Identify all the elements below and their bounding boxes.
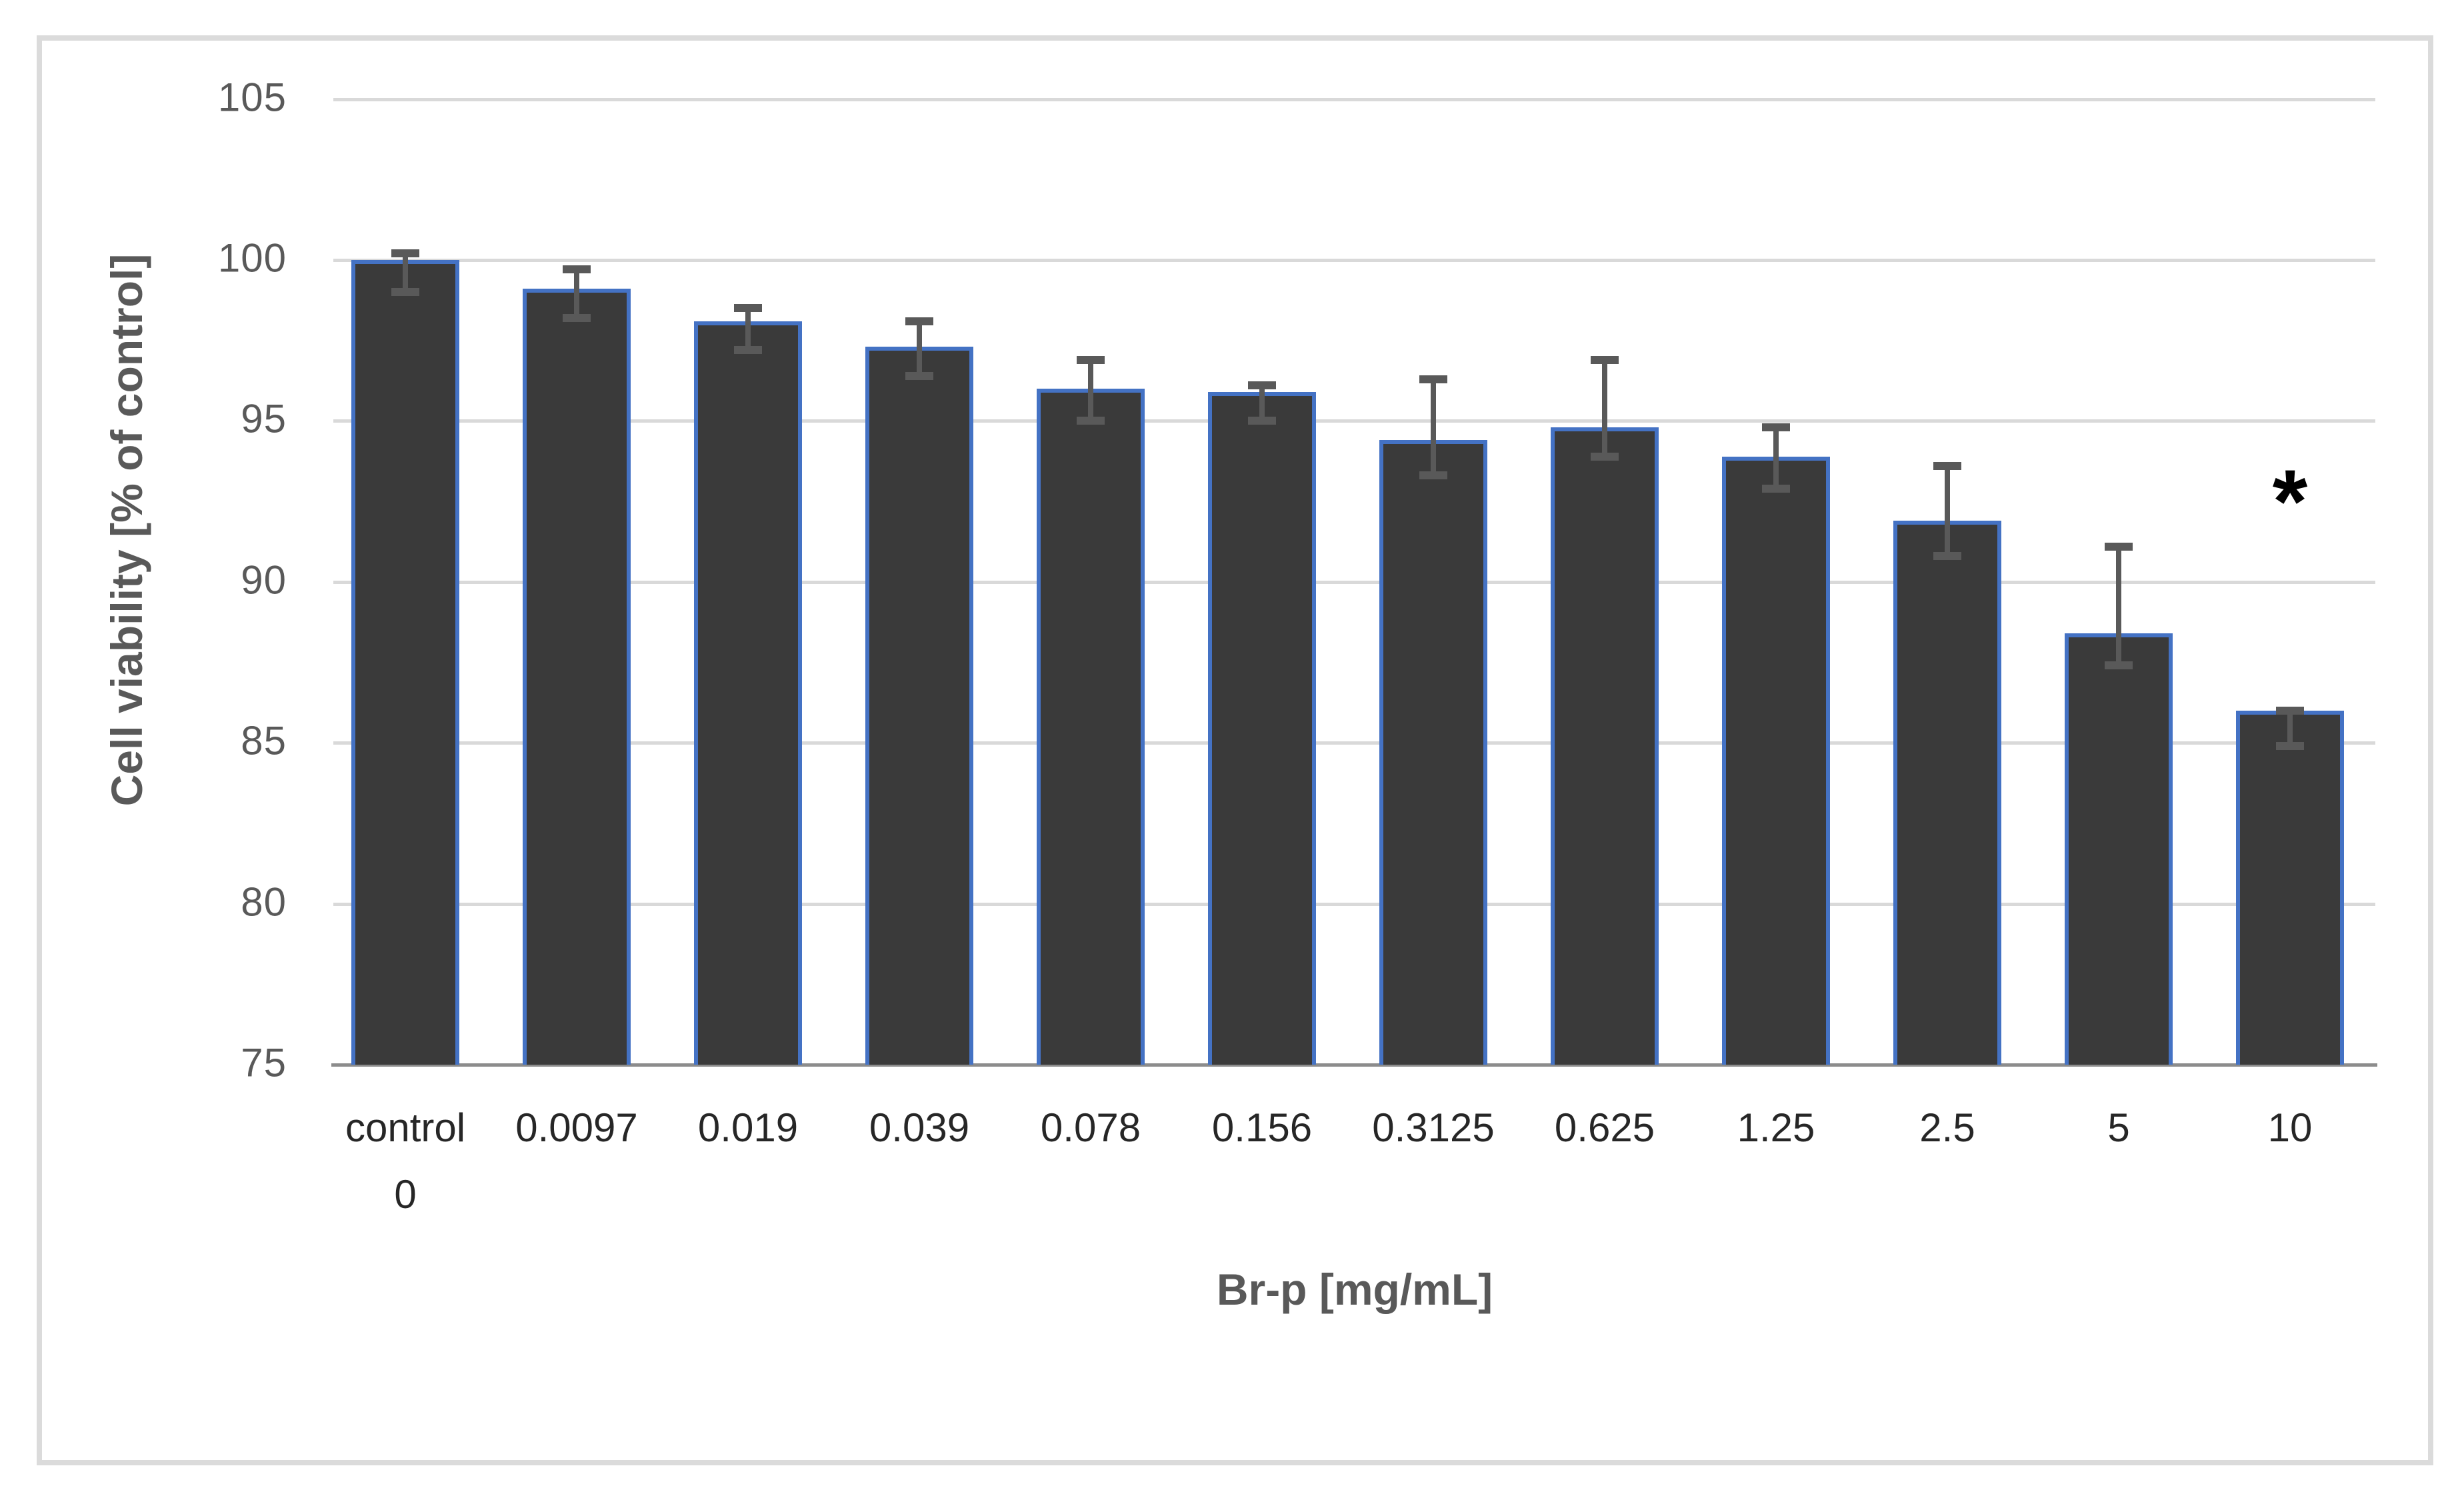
- error-bar-bottom-cap: [563, 314, 591, 322]
- x-tick-sublabel: 0: [394, 1171, 417, 1217]
- bar-0.625: [1551, 427, 1659, 1065]
- bar-0.019: [694, 321, 802, 1065]
- x-axis-line: [331, 1063, 2377, 1067]
- error-bar-bottom-cap: [734, 346, 762, 354]
- gridline-100: [333, 259, 2375, 262]
- error-bar-line: [1945, 466, 1950, 556]
- bar-0.3125: [1379, 440, 1487, 1065]
- error-bar-line: [574, 269, 579, 317]
- error-bar-bottom-cap: [1419, 471, 1447, 479]
- y-tick-label-80: 80: [241, 879, 287, 925]
- error-bar-line: [1602, 360, 1607, 457]
- error-bar-bottom-cap: [1762, 485, 1790, 493]
- bar-0.078: [1037, 389, 1145, 1065]
- error-bar-top-cap: [2276, 707, 2304, 715]
- bar-5: [2065, 633, 2173, 1065]
- error-bar-bottom-cap: [1248, 417, 1276, 425]
- error-bar-line: [1773, 427, 1779, 489]
- error-bar-line: [1431, 379, 1436, 476]
- error-bar-top-cap: [1762, 423, 1790, 431]
- bar-0.0097: [523, 289, 631, 1065]
- x-tick-label-0.625: 0.625: [1554, 1105, 1655, 1150]
- error-bar-bottom-cap: [905, 372, 933, 380]
- x-tick-label-10: 10: [2267, 1105, 2313, 1150]
- bar-1.25: [1722, 457, 1830, 1065]
- y-tick-label-90: 90: [241, 557, 287, 603]
- gridline-105: [333, 98, 2375, 101]
- error-bar-top-cap: [1933, 462, 1961, 470]
- error-bar-top-cap: [1591, 356, 1619, 364]
- bar-0.156: [1208, 392, 1316, 1065]
- error-bar-top-cap: [1248, 381, 1276, 389]
- error-bar-bottom-cap: [1591, 453, 1619, 461]
- error-bar-bottom-cap: [391, 288, 419, 296]
- error-bar-bottom-cap: [2276, 742, 2304, 750]
- x-tick-label-0.039: 0.039: [869, 1105, 970, 1150]
- error-bar-line: [917, 321, 922, 376]
- x-tick-label-2.5: 2.5: [1919, 1105, 1975, 1150]
- error-bar-bottom-cap: [2105, 661, 2133, 669]
- bar-10: [2236, 711, 2344, 1065]
- error-bar-top-cap: [391, 249, 419, 257]
- error-bar-line: [1259, 385, 1265, 421]
- x-axis-title: Br-p [mg/mL]: [1216, 1265, 1493, 1314]
- error-bar-top-cap: [734, 304, 762, 312]
- error-bar-line: [745, 308, 751, 350]
- bar-control: [351, 260, 459, 1065]
- x-tick-label-0.019: 0.019: [697, 1105, 799, 1150]
- y-tick-label-100: 100: [217, 235, 287, 281]
- gridline-90: [333, 581, 2375, 584]
- bar-2.5: [1893, 521, 2001, 1065]
- error-bar-top-cap: [1077, 356, 1105, 364]
- error-bar-line: [2287, 711, 2293, 746]
- error-bar-line: [1088, 360, 1093, 421]
- gridline-85: [333, 741, 2375, 745]
- bar-0.039: [865, 347, 973, 1065]
- gridline-80: [333, 903, 2375, 906]
- x-tick-label-0.3125: 0.3125: [1372, 1105, 1495, 1150]
- error-bar-bottom-cap: [1077, 417, 1105, 425]
- significance-asterisk: *: [2272, 451, 2308, 552]
- error-bar-top-cap: [1419, 375, 1447, 383]
- x-tick-label-5: 5: [2107, 1105, 2130, 1150]
- y-axis-title: Cell viability [% of control]: [102, 253, 151, 807]
- y-tick-label-95: 95: [241, 396, 287, 441]
- x-tick-label-1.25: 1.25: [1737, 1105, 1815, 1150]
- error-bar-top-cap: [2105, 543, 2133, 551]
- error-bar-top-cap: [563, 265, 591, 273]
- error-bar-bottom-cap: [1933, 552, 1961, 560]
- error-bar-top-cap: [905, 317, 933, 325]
- y-tick-label-105: 105: [217, 75, 287, 120]
- error-bar-line: [2116, 547, 2121, 666]
- x-tick-label-control: control 0: [345, 1095, 465, 1227]
- x-tick-label-0.0097: 0.0097: [515, 1105, 638, 1150]
- error-bar-line: [403, 253, 408, 292]
- x-tick-label-0.156: 0.156: [1211, 1105, 1313, 1150]
- x-tick-label-0.078: 0.078: [1040, 1105, 1141, 1150]
- y-tick-label-85: 85: [241, 718, 287, 763]
- y-tick-label-75: 75: [241, 1040, 287, 1085]
- gridline-95: [333, 419, 2375, 423]
